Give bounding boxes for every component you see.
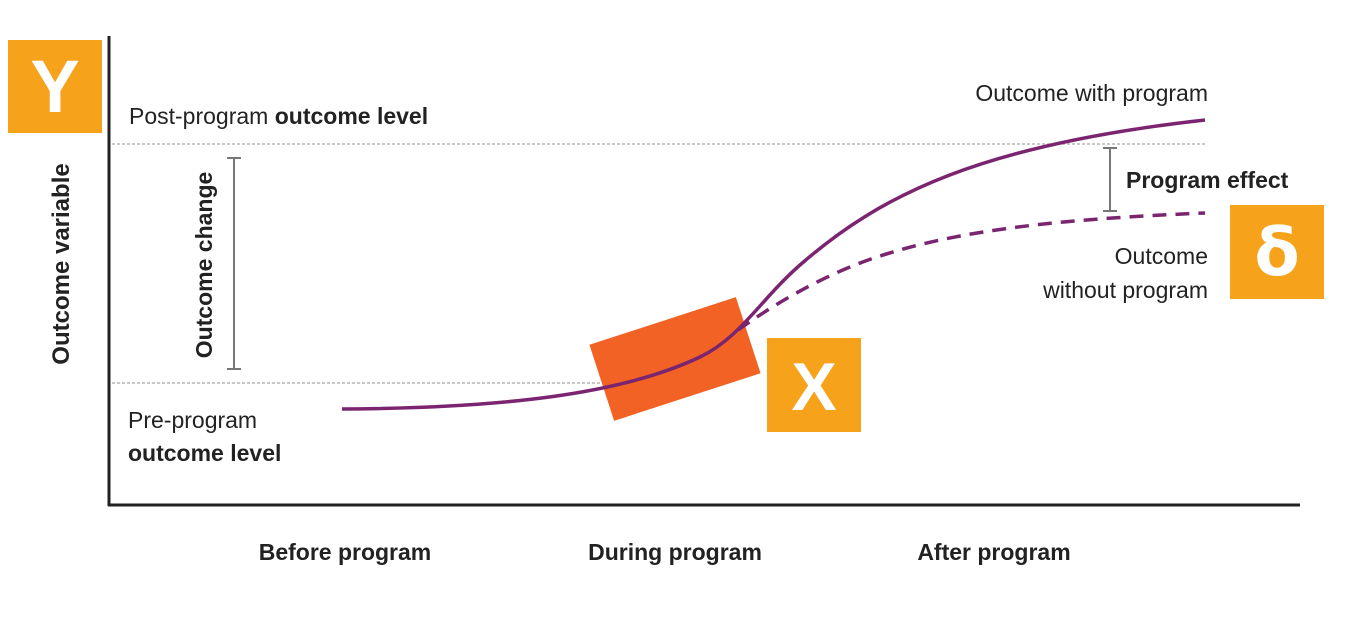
x-badge-letter: X [791, 349, 836, 425]
program-effect-label: Program effect [1126, 167, 1289, 193]
pre-level-line1: Pre-program [128, 407, 257, 433]
without-program-line1: Outcome [1115, 243, 1208, 269]
phase-during-label: During program [588, 539, 762, 565]
outcome-with-program-curve [341, 118, 1206, 411]
without-program-line2: without program [1042, 277, 1208, 303]
post-level-bold: outcome level [275, 103, 428, 129]
y-badge [8, 40, 102, 133]
phase-after-label: After program [917, 539, 1070, 565]
y-axis-label: Outcome variable [48, 163, 75, 364]
outcome-change-label: Outcome change [191, 172, 217, 359]
delta-badge-letter: δ [1254, 214, 1299, 291]
delta-badge [1230, 205, 1324, 299]
y-badge-letter: Y [30, 45, 79, 128]
post-level-prefix: Post-program [129, 103, 275, 129]
pre-level-line2: outcome level [128, 440, 281, 466]
outcome-change-bracket [227, 157, 241, 370]
x-badge [767, 338, 861, 432]
program-effect-bracket [1103, 147, 1117, 212]
with-program-label: Outcome with program [975, 80, 1208, 106]
post-level-label: Post-program outcome level [129, 103, 428, 129]
outcome-without-program-curve [736, 211, 1206, 332]
program-block [589, 297, 761, 421]
phase-before-label: Before program [259, 539, 432, 565]
